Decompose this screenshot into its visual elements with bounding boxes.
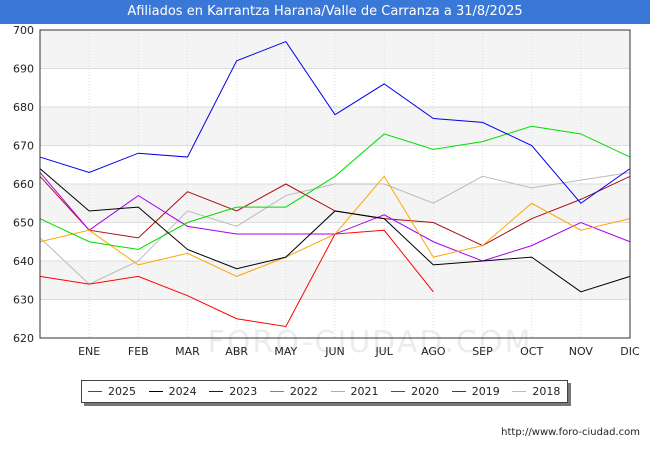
series-lines — [39, 40, 631, 327]
y-tick-labels: 620 630 640 650 660 670 680 690 700 — [13, 24, 34, 345]
plot-bands — [40, 30, 630, 300]
series-line-2024 — [39, 168, 631, 293]
legend-label: 2024 — [168, 385, 197, 398]
y-tick-label: 690 — [13, 63, 34, 76]
source-url: http://www.foro-ciudad.com — [501, 427, 640, 438]
y-tick-label: 640 — [13, 255, 34, 268]
legend: 2025 2024 2023 2022 2021 2020 2019 2018 — [81, 380, 568, 403]
x-tick-label: NOV — [569, 345, 594, 358]
legend-label: 2020 — [411, 385, 440, 398]
y-tick-label: 630 — [13, 294, 34, 307]
series-line-2025 — [39, 229, 434, 327]
x-tick-label: ENE — [78, 345, 100, 358]
legend-label: 2022 — [289, 385, 318, 398]
legend-swatch — [269, 391, 284, 392]
legend-label: 2023 — [229, 385, 258, 398]
x-tick-label: ABR — [225, 345, 248, 358]
x-tick-label: JUL — [374, 345, 393, 358]
chart-title: Afiliados en Karrantza Harana/Valle de C… — [0, 0, 650, 24]
x-tick-label: DIC — [620, 345, 640, 358]
legend-swatch — [512, 391, 527, 392]
legend-label: 2019 — [471, 385, 500, 398]
legend-swatch — [330, 391, 345, 392]
legend-label: 2018 — [532, 385, 561, 398]
plot-band — [40, 261, 630, 300]
x-tick-label: JUN — [324, 345, 345, 358]
watermark: FORO-CIUDAD.COM — [208, 325, 533, 360]
series-line-2018 — [39, 171, 631, 285]
legend-label: 2021 — [350, 385, 379, 398]
legend-swatch — [451, 391, 466, 392]
series-line-2023 — [39, 40, 631, 204]
series-line-2022 — [39, 125, 631, 250]
plot-frame — [39, 29, 631, 339]
legend-swatch — [391, 391, 406, 392]
plot-band — [40, 30, 630, 69]
y-tick-label: 620 — [13, 332, 34, 345]
legend-swatch — [88, 391, 102, 392]
y-tick-label: 680 — [13, 101, 34, 114]
x-tick-label: OCT — [520, 345, 543, 358]
x-tick-label: MAY — [274, 345, 297, 358]
y-tick-label: 650 — [13, 217, 34, 230]
x-tick-label: FEB — [128, 345, 149, 358]
x-tick-label: MAR — [175, 345, 200, 358]
legend-swatch — [148, 391, 163, 392]
y-tick-label: 670 — [13, 140, 34, 153]
y-tick-label: 660 — [13, 178, 34, 191]
legend-label: 2025 — [108, 385, 136, 398]
x-tick-labels: ENE FEB MAR ABR MAY JUN JUL AGO SEP OCT NOV DIC — [78, 345, 640, 358]
legend-swatch — [209, 391, 224, 392]
y-tick-label: 700 — [13, 24, 34, 37]
x-tick-label: AGO — [421, 345, 446, 358]
x-tick-label: SEP — [472, 345, 493, 358]
